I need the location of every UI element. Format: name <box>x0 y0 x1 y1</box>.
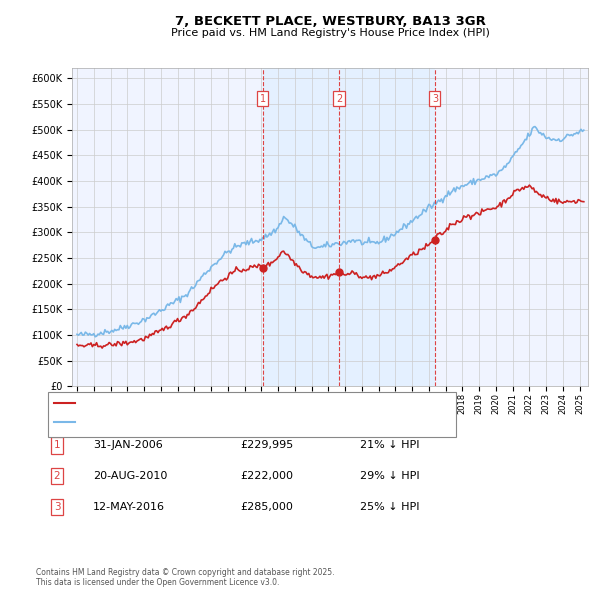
Text: 31-JAN-2006: 31-JAN-2006 <box>93 441 163 450</box>
Text: 20-AUG-2010: 20-AUG-2010 <box>93 471 167 481</box>
Text: 1: 1 <box>53 441 61 450</box>
Text: 2: 2 <box>336 94 342 104</box>
Text: 21% ↓ HPI: 21% ↓ HPI <box>360 441 419 450</box>
Text: 3: 3 <box>53 502 61 512</box>
Text: 1: 1 <box>260 94 266 104</box>
Text: £222,000: £222,000 <box>240 471 293 481</box>
Text: Price paid vs. HM Land Registry's House Price Index (HPI): Price paid vs. HM Land Registry's House … <box>170 28 490 38</box>
Text: £229,995: £229,995 <box>240 441 293 450</box>
Text: 2: 2 <box>53 471 61 481</box>
Text: 29% ↓ HPI: 29% ↓ HPI <box>360 471 419 481</box>
Text: £285,000: £285,000 <box>240 502 293 512</box>
Text: HPI: Average price, detached house, Wiltshire: HPI: Average price, detached house, Wilt… <box>79 417 303 427</box>
Text: 25% ↓ HPI: 25% ↓ HPI <box>360 502 419 512</box>
Bar <box>263 68 435 386</box>
Text: 7, BECKETT PLACE, WESTBURY, BA13 3GR: 7, BECKETT PLACE, WESTBURY, BA13 3GR <box>175 15 485 28</box>
Text: Contains HM Land Registry data © Crown copyright and database right 2025.
This d: Contains HM Land Registry data © Crown c… <box>36 568 335 587</box>
Text: 12-MAY-2016: 12-MAY-2016 <box>93 502 165 512</box>
Text: 7, BECKETT PLACE, WESTBURY, BA13 3GR (detached house): 7, BECKETT PLACE, WESTBURY, BA13 3GR (de… <box>79 398 374 408</box>
Text: 3: 3 <box>432 94 438 104</box>
